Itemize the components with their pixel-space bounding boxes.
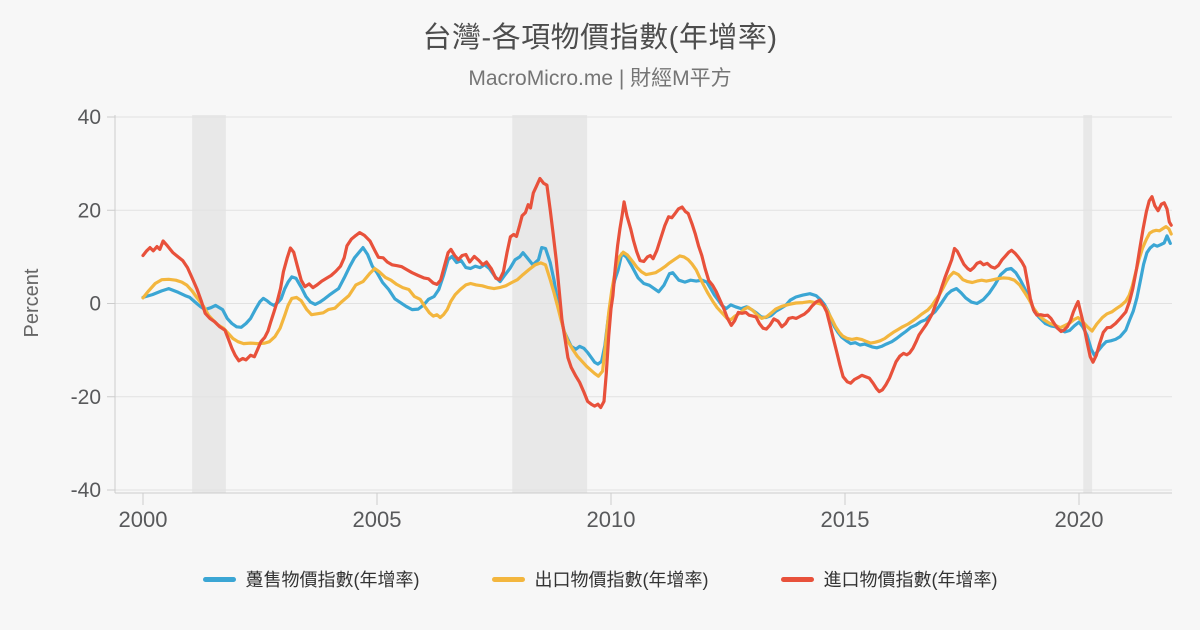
y-tick-label: 0 — [89, 293, 101, 316]
legend-label: 進口物價指數(年增率) — [823, 570, 998, 590]
series-line-1 — [141, 225, 1173, 378]
x-tick-label: 2010 — [587, 507, 636, 532]
x-tick-label: 2000 — [119, 507, 168, 532]
yellow-line-swatch-icon — [491, 576, 525, 582]
page-subtitle: MacroMicro.me | 財經M平方 — [468, 67, 732, 90]
legend-item-export-price[interactable]: 出口物價指數(年增率) — [491, 566, 709, 592]
x-tick-label: 2005 — [353, 507, 402, 532]
y-tick-label: -20 — [71, 386, 101, 409]
series-line-2 — [141, 176, 1173, 410]
x-tick-label: 2015 — [821, 507, 870, 532]
legend-label: 出口物價指數(年增率) — [534, 570, 709, 590]
blue-line-swatch-icon — [202, 576, 236, 582]
legend-item-wpi[interactable]: 躉售物價指數(年增率) — [202, 566, 420, 592]
legend-item-import-price[interactable]: 進口物價指數(年增率) — [780, 566, 998, 592]
y-tick-label: -40 — [71, 479, 101, 502]
y-axis-title: Percent — [21, 268, 43, 337]
legend-label: 躉售物價指數(年增率) — [245, 570, 420, 590]
y-tick-label: 40 — [78, 106, 101, 129]
y-tick-label: 20 — [78, 199, 101, 222]
x-tick-label: 2020 — [1055, 507, 1104, 532]
page-title: 台灣-各項物價指數(年增率) — [422, 22, 778, 54]
red-line-swatch-icon — [780, 576, 814, 582]
series-line-0 — [141, 234, 1172, 366]
chart-legend: 躉售物價指數(年增率) 出口物價指數(年增率) 進口物價指數(年增率) — [0, 566, 1200, 592]
